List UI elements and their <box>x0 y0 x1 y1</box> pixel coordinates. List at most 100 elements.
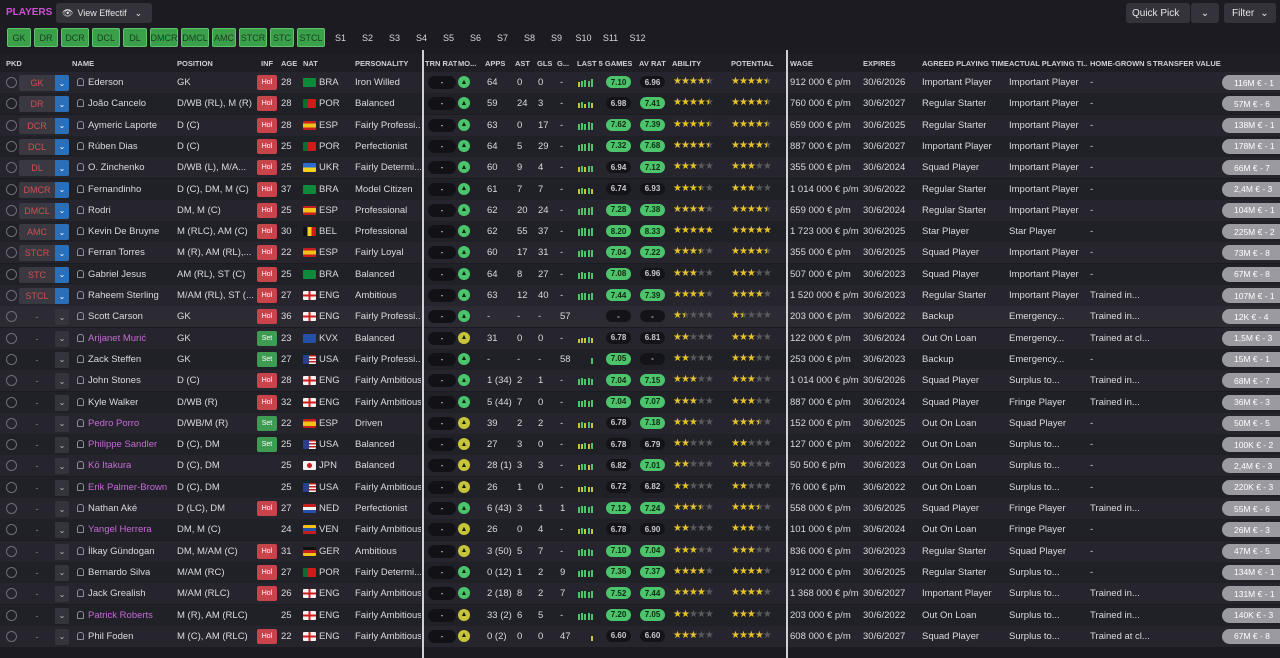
position-slot-selector[interactable]: STCR ⌄ <box>19 245 69 262</box>
name[interactable]: Ferran Torres <box>88 247 145 259</box>
view-selector-button[interactable]: 👁 View Effectif ⌄ <box>56 3 152 23</box>
column-header-g[interactable]: G... <box>557 59 570 68</box>
name[interactable]: Yangel Herrera <box>88 524 152 536</box>
name[interactable]: Pedro Porro <box>88 417 140 429</box>
column-header-hg[interactable]: HOME-GROWN S... <box>1090 59 1152 68</box>
chevron-down-icon[interactable]: ⌄ <box>55 75 69 91</box>
pick-checkbox[interactable] <box>6 290 17 301</box>
name[interactable]: Zack Steffen <box>88 353 142 365</box>
name[interactable]: Nathan Aké <box>88 503 138 514</box>
position-slot-selector[interactable]: - ⌄ <box>19 607 69 624</box>
chevron-down-icon[interactable]: ⌄ <box>55 437 69 454</box>
table-row[interactable]: - ⌄ Patrick Roberts M (R), AM (RLC) 25 ENG Fai… <box>0 604 1280 626</box>
position-slot-selector[interactable]: - ⌄ <box>19 309 69 326</box>
chevron-down-icon[interactable]: ⌄ <box>55 373 69 390</box>
position-slot-selector[interactable]: - ⌄ <box>19 415 69 432</box>
position-filter-stcr[interactable]: STCR <box>239 28 267 47</box>
position-slot-selector[interactable]: - ⌄ <box>19 586 69 603</box>
position-slot-selector[interactable]: GK ⌄ <box>19 75 69 91</box>
chevron-down-icon[interactable]: ⌄ <box>55 522 69 539</box>
name[interactable]: Kō Itakura <box>88 460 132 472</box>
name[interactable]: Fernandinho <box>88 183 142 195</box>
pick-checkbox[interactable] <box>6 332 17 344</box>
table-row[interactable]: - ⌄ Scott Carson GK 36 ENG Fairly Professi... -… <box>0 306 1280 328</box>
position-slot-selector[interactable]: DCL ⌄ <box>19 138 69 155</box>
position-slot-selector[interactable]: DL ⌄ <box>19 160 69 177</box>
position-slot-selector[interactable]: STC ⌄ <box>19 266 69 283</box>
table-row[interactable]: - ⌄ Nathan Aké D (LC), DM 27 NED Perfectionist… <box>0 498 1280 519</box>
chevron-down-icon[interactable]: ⌄ <box>55 181 69 198</box>
table-row[interactable]: STCR ⌄ Ferran Torres M (R), AM (RL),... 22 ES… <box>0 242 1280 264</box>
position-filter-dcl[interactable]: DCL <box>92 28 120 47</box>
table-row[interactable]: - ⌄ Kō Itakura D (C), DM 25 JPN Balanced 28 (1)… <box>0 455 1280 477</box>
position-filter-stc[interactable]: STC <box>270 28 294 47</box>
name[interactable]: Patrick Roberts <box>88 609 153 621</box>
column-header-mo[interactable]: MO... <box>458 59 477 68</box>
position-filter-s7[interactable]: S7 <box>496 32 508 43</box>
table-row[interactable]: - ⌄ Yangel Herrera DM, M (C) 24 VEN Fairly Amb… <box>0 519 1280 541</box>
column-header-actual[interactable]: ACTUAL PLAYING TI... <box>1009 59 1087 68</box>
position-filter-s4[interactable]: S4 <box>415 32 427 43</box>
position-filter-s6[interactable]: S6 <box>469 32 481 43</box>
pick-checkbox[interactable] <box>6 247 17 259</box>
pick-checkbox[interactable] <box>6 140 17 152</box>
position-slot-selector[interactable]: DCR ⌄ <box>19 117 69 134</box>
name[interactable]: Rúben Dias <box>88 140 138 152</box>
table-row[interactable]: STC ⌄ Gabriel Jesus AM (RL), ST (C) 25 BRA Bal… <box>0 263 1280 285</box>
table-row[interactable]: - ⌄ John Stones D (C) 28 ENG Fairly Ambitious 1… <box>0 370 1280 392</box>
table-row[interactable]: - ⌄ Arijanet Murić GK 23 KVX Balanced 31 0 0-122 … <box>0 327 1280 349</box>
position-slot-selector[interactable]: - ⌄ <box>19 394 69 411</box>
name[interactable]: O. Zinchenko <box>88 162 145 174</box>
chevron-down-icon[interactable]: ⌄ <box>55 224 69 241</box>
position-filter-amc[interactable]: AMC <box>212 28 236 47</box>
pick-checkbox[interactable] <box>6 545 17 557</box>
position-filter-s11[interactable]: S11 <box>602 32 619 43</box>
column-header-avrat[interactable]: AV RAT <box>639 59 666 68</box>
pick-checkbox[interactable] <box>6 460 17 472</box>
position-slot-selector[interactable]: - ⌄ <box>19 501 69 517</box>
pick-checkbox[interactable] <box>6 119 17 131</box>
pick-checkbox[interactable] <box>6 439 17 451</box>
chevron-down-icon[interactable]: ⌄ <box>55 415 69 432</box>
column-header-potential[interactable]: POTENTIAL <box>731 59 774 68</box>
position-filter-s2[interactable]: S2 <box>361 32 373 43</box>
quick-pick-dropdown[interactable]: ⌄ <box>1191 3 1219 23</box>
pick-checkbox[interactable] <box>6 353 17 365</box>
column-header-wage[interactable]: WAGE <box>790 59 813 68</box>
pick-checkbox[interactable] <box>6 503 17 514</box>
position-slot-selector[interactable]: DMCL ⌄ <box>19 202 69 219</box>
position-slot-selector[interactable]: - ⌄ <box>19 373 69 390</box>
pick-checkbox[interactable] <box>6 375 17 387</box>
pick-checkbox[interactable] <box>6 183 17 195</box>
chevron-down-icon[interactable]: ⌄ <box>55 607 69 624</box>
column-header-personality[interactable]: PERSONALITY <box>355 59 409 68</box>
column-header-nat[interactable]: NAT <box>303 59 318 68</box>
column-header-apps[interactable]: APPS <box>485 59 506 68</box>
chevron-down-icon[interactable]: ⌄ <box>55 586 69 603</box>
position-slot-selector[interactable]: - ⌄ <box>19 479 69 496</box>
position-slot-selector[interactable]: - ⌄ <box>19 330 69 347</box>
position-filter-gk[interactable]: GK <box>7 28 31 47</box>
pick-checkbox[interactable] <box>6 481 17 493</box>
chevron-down-icon[interactable]: ⌄ <box>55 543 69 560</box>
table-row[interactable]: STCL ⌄ Raheem Sterling M/AM (RL), ST (... 27… <box>0 285 1280 306</box>
position-slot-selector[interactable]: - ⌄ <box>19 628 69 645</box>
column-header-agreed[interactable]: AGREED PLAYING TIME <box>922 59 1009 68</box>
chevron-down-icon[interactable]: ⌄ <box>55 479 69 496</box>
name[interactable]: Phil Foden <box>88 630 134 642</box>
name[interactable]: Kevin De Bruyne <box>88 226 160 238</box>
name[interactable]: Bernardo Silva <box>88 566 151 578</box>
chevron-down-icon[interactable]: ⌄ <box>55 117 69 134</box>
position-filter-s9[interactable]: S9 <box>550 32 562 43</box>
column-header-position[interactable]: POSITION <box>177 59 213 68</box>
position-slot-selector[interactable]: - ⌄ <box>19 522 69 539</box>
name[interactable]: İlkay Gündogan <box>88 545 155 557</box>
chevron-down-icon[interactable]: ⌄ <box>55 288 69 304</box>
column-header-age[interactable]: AGE <box>281 59 298 68</box>
table-row[interactable]: - ⌄ Phil Foden M (C), AM (RLC) 22 ENG Fairly A… <box>0 625 1280 647</box>
table-row[interactable]: - ⌄ Pedro Porro D/WB/M (R) 22 ESP Driven 39 2 2-1… <box>0 412 1280 434</box>
table-row[interactable]: DMCL ⌄ Rodri DM, M (C) 25 ESP Professional 62 20… <box>0 199 1280 221</box>
table-row[interactable]: - ⌄ Jack Grealish M/AM (RLC) 26 ENG Fairly Amb… <box>0 583 1280 605</box>
table-row[interactable]: - ⌄ Kyle Walker D/WB (R) 32 ENG Fairly Ambitio… <box>0 391 1280 413</box>
pick-checkbox[interactable] <box>6 226 17 238</box>
